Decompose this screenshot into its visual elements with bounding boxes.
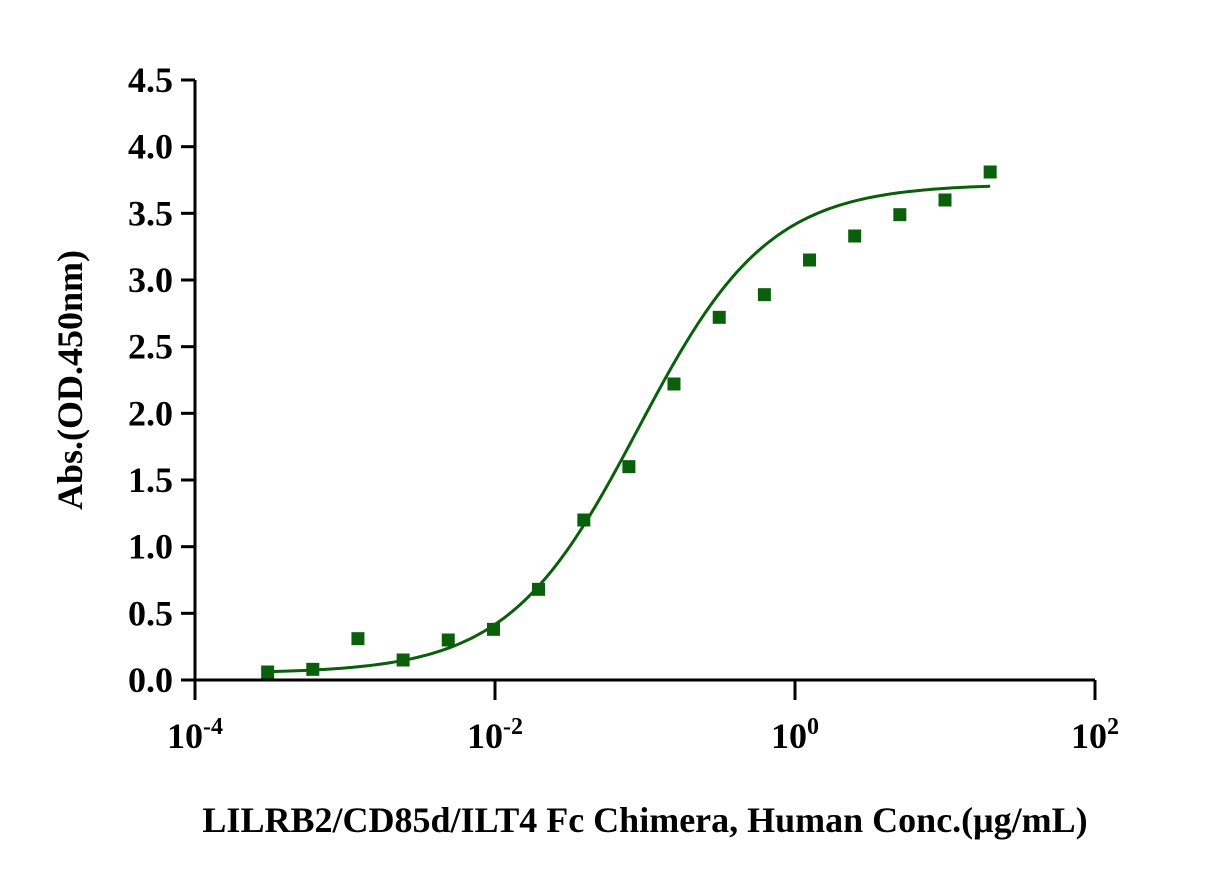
data-point	[532, 582, 546, 596]
axes	[193, 80, 1095, 682]
x-tick-label: 10-4	[167, 714, 223, 756]
y-ticks: 0.0 0.5 1.0 1.5 2.0 2.5 3.0 3.5 4.0 4.5	[128, 60, 195, 700]
x-tick-exponent: 0	[807, 714, 819, 740]
data-point	[848, 229, 862, 243]
y-axis-title: Abs.(OD.450nm)	[50, 250, 90, 510]
x-tick-label: 102	[1071, 714, 1119, 756]
data-point	[396, 653, 410, 667]
y-tick-label: 1.0	[128, 527, 173, 567]
x-tick-label: 100	[771, 714, 819, 756]
fit-curve	[267, 184, 991, 674]
y-tick-label: 3.5	[128, 193, 173, 233]
x-tick-label: 10-2	[467, 714, 523, 756]
data-point	[261, 665, 275, 679]
data-point	[712, 310, 726, 324]
data-point	[622, 460, 636, 474]
x-tick-base: 10	[1071, 716, 1107, 756]
y-tick-label: 1.5	[128, 460, 173, 500]
x-tick-exponent: -4	[203, 714, 223, 740]
data-point	[803, 253, 817, 267]
y-tick-label: 0.0	[128, 660, 173, 700]
x-tick-exponent: 2	[1107, 714, 1119, 740]
data-point	[441, 633, 455, 647]
y-tick-label: 3.0	[128, 260, 173, 300]
data-point	[306, 662, 320, 676]
data-point	[938, 193, 952, 207]
data-point	[983, 165, 997, 179]
x-tick-base: 10	[467, 716, 503, 756]
y-tick-label: 0.5	[128, 593, 173, 633]
data-point	[667, 377, 681, 391]
data-point	[757, 288, 771, 302]
x-ticks: 10-4 10-2 100 102	[167, 680, 1119, 756]
y-tick-label: 2.0	[128, 393, 173, 433]
y-tick-label: 2.5	[128, 327, 173, 367]
y-tick-label: 4.5	[128, 60, 173, 100]
x-tick-exponent: -2	[503, 714, 523, 740]
x-axis-title: LILRB2/CD85d/ILT4 Fc Chimera, Human Conc…	[202, 800, 1087, 840]
data-points	[261, 165, 997, 679]
x-tick-base: 10	[771, 716, 807, 756]
data-point	[577, 513, 591, 527]
data-point	[893, 208, 907, 222]
y-tick-label: 4.0	[128, 127, 173, 167]
x-tick-base: 10	[167, 716, 203, 756]
data-point	[486, 622, 500, 636]
data-point	[351, 632, 365, 646]
